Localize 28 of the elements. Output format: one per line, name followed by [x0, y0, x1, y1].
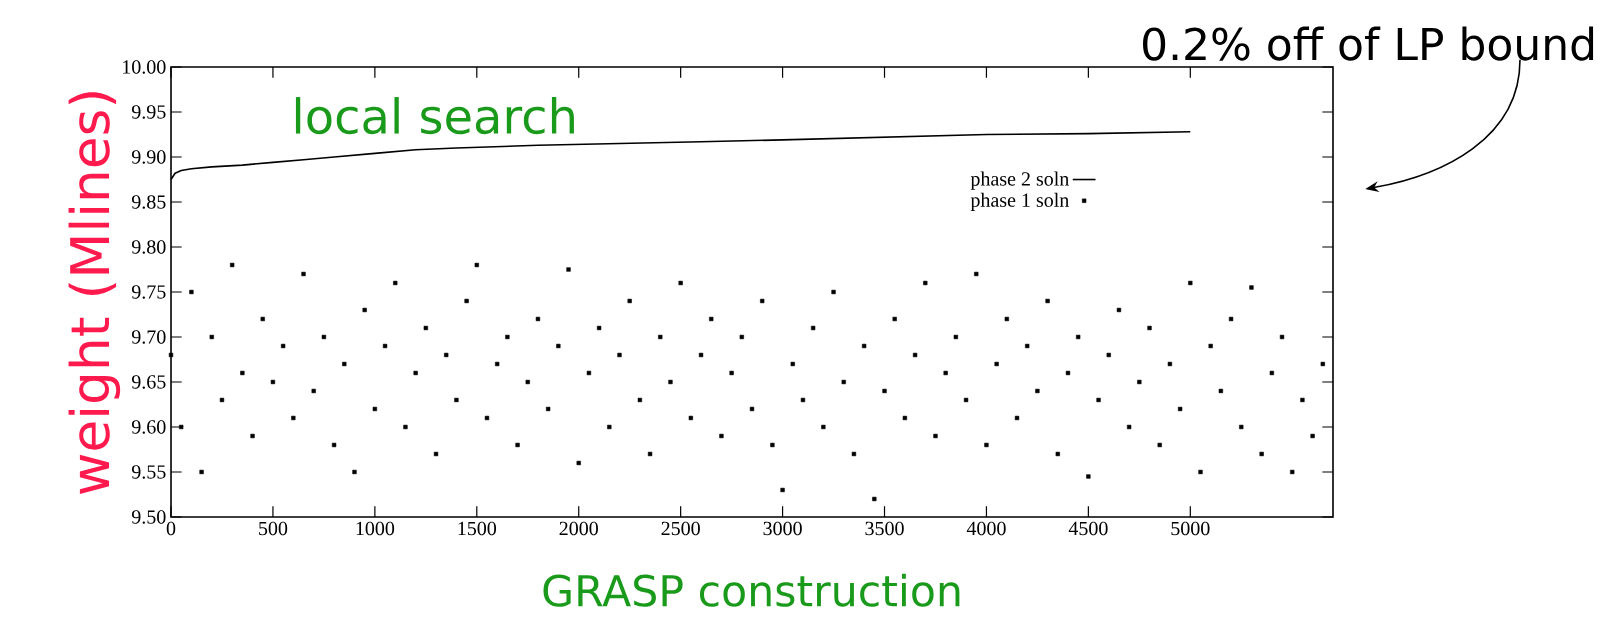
- x-tick-label: 1000: [356, 521, 395, 536]
- y-tick-label: 9.95: [131, 105, 166, 119]
- x-tick-label: 3000: [763, 521, 802, 536]
- y-tick-label: 9.80: [131, 240, 166, 254]
- x-tick-label: 4500: [1068, 521, 1108, 536]
- x-tick-label: 4000: [966, 521, 1006, 536]
- y-tick-label: 10.00: [123, 60, 166, 74]
- y-tick-label: 9.50: [131, 510, 166, 524]
- x-tick-label: 500: [259, 521, 288, 536]
- x-tick-label: 3500: [865, 521, 904, 536]
- x-tick-label: 2500: [661, 521, 700, 536]
- y-tick-label: 9.90: [131, 150, 166, 164]
- y-tick-label: 9.70: [131, 330, 166, 344]
- y-tick-label: 9.60: [131, 420, 166, 434]
- x-tick-label: 1500: [458, 521, 497, 536]
- x-tick-label: 5000: [1171, 521, 1210, 536]
- legend-label: phase 2 soln: [970, 171, 1070, 190]
- y-tick-label: 9.75: [131, 285, 166, 299]
- y-axis-title: weight (Mlines): [68, 92, 121, 494]
- x-tick-label: 0: [166, 521, 176, 536]
- annotation: local search: [295, 97, 574, 135]
- y-tick-label: 9.85: [131, 195, 166, 209]
- x-tick-label: 2000: [559, 521, 598, 536]
- y-tick-label: 9.55: [131, 465, 166, 479]
- legend-label: phase 1 soln: [970, 192, 1070, 211]
- text: 0.2% off of LP bound: [1143, 26, 1594, 61]
- text: GRASP construction: [543, 573, 960, 607]
- y-tick-label: 9.65: [131, 375, 166, 389]
